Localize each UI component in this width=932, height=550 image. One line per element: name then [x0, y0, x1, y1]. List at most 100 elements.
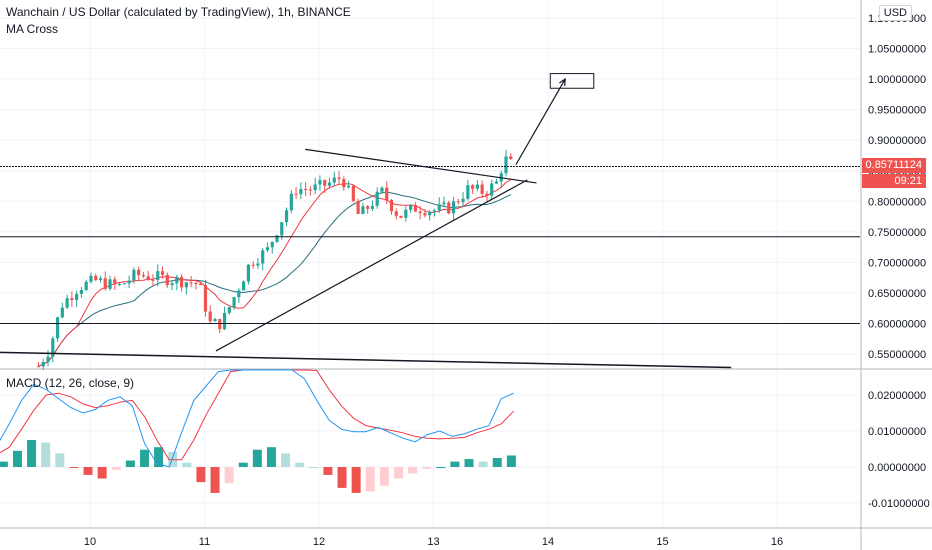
time-axis-tick-label: 10 [84, 536, 96, 548]
macd-indicator-label[interactable]: MACD (12, 26, close, 9) [6, 376, 135, 390]
candle-body [471, 185, 475, 189]
macd-line [0, 369, 514, 468]
ma-fast-line [38, 179, 512, 367]
candle-body [184, 282, 188, 288]
candle-body [213, 319, 217, 322]
candle-body [423, 213, 427, 216]
candle-body [284, 210, 289, 223]
time-axis-tick-label: 12 [313, 536, 325, 548]
macd-histogram-bar [379, 467, 389, 486]
macd-axis-tick-label: 0.01000000 [868, 426, 926, 438]
candle-body [122, 283, 126, 285]
candle-body [160, 271, 165, 275]
candle-body [65, 298, 69, 308]
candle-body [327, 182, 332, 186]
candle-body [194, 282, 198, 284]
candle-body [399, 215, 403, 218]
candle-body [356, 200, 360, 214]
candle-body [409, 205, 413, 210]
candle-body [361, 206, 365, 214]
macd-histogram-bar [365, 467, 375, 492]
candle-body [313, 184, 317, 191]
candle-body [170, 283, 174, 286]
candle-body [451, 201, 456, 214]
macd-histogram-bar [154, 447, 164, 467]
candle-body [394, 211, 398, 216]
candle-body [485, 193, 489, 196]
candle-body [203, 285, 208, 312]
candle-body [132, 269, 136, 281]
macd-histogram-bar [337, 467, 347, 488]
macd-histogram-bar [55, 453, 65, 467]
candle-body [280, 222, 284, 236]
macd-histogram-bar [492, 458, 502, 467]
macd-axis-tick-label: 0.02000000 [868, 390, 926, 402]
candle-body [294, 193, 298, 195]
candle-body [289, 193, 293, 211]
time-axis-tick-label: 16 [771, 536, 783, 548]
candle-body [165, 274, 169, 286]
macd-histogram-bar [210, 467, 220, 493]
macd-histogram-bar [196, 467, 206, 483]
candle-body [246, 264, 250, 282]
support-trendline [215, 179, 528, 352]
macd-histogram-bar [125, 460, 135, 467]
candle-body [380, 187, 384, 192]
candle-body [418, 211, 422, 214]
candle-body [447, 202, 451, 214]
candle-body [370, 205, 375, 209]
macd-histogram-bar [464, 459, 474, 467]
macd-histogram-bar [478, 461, 488, 467]
macd-histogram-bar [266, 447, 276, 467]
candle-body [342, 179, 346, 188]
macd-histogram-bar [224, 467, 234, 484]
candle-body [308, 189, 313, 191]
macd-histogram-bar [436, 467, 446, 468]
candle-body [337, 177, 341, 180]
price-axis-tick-label: 0.65000000 [868, 288, 926, 300]
macd-histogram-bar [295, 462, 305, 467]
candle-body [318, 180, 322, 185]
macd-histogram-bar [323, 467, 333, 475]
candle-body [141, 275, 146, 277]
currency-button[interactable]: USD [878, 5, 912, 21]
candle-body [227, 307, 231, 313]
candle-body [89, 275, 93, 282]
candle-body [218, 319, 222, 330]
candle-body [323, 180, 327, 186]
candle-body [265, 247, 270, 251]
candle-body [199, 283, 203, 286]
ma-slow-line [38, 191, 512, 367]
macd-histogram-bar [69, 467, 79, 468]
candle-body [55, 317, 60, 339]
candle-body [41, 362, 45, 367]
last-price-label: 0.85711124 [862, 158, 926, 173]
time-axis-tick-label: 14 [542, 536, 554, 548]
macd-histogram-bar [351, 467, 361, 493]
candle-body [261, 250, 265, 264]
candle-body [332, 177, 336, 183]
time-axis-tick-label: 15 [656, 536, 668, 548]
time-axis-tick-label: 11 [199, 536, 210, 548]
price-axis-tick-label: 0.90000000 [868, 135, 926, 147]
candle-body [137, 269, 141, 276]
macd-histogram-bar [281, 453, 291, 467]
long-trendline [0, 351, 732, 369]
macd-histogram-bar [408, 467, 418, 474]
candle-body [504, 156, 508, 174]
price-axis-tick-label: 0.70000000 [868, 257, 926, 269]
candle-body [98, 278, 103, 281]
ma-cross-indicator-label[interactable]: MA Cross [6, 22, 59, 36]
candle-body [84, 281, 88, 290]
candle-body [222, 312, 227, 330]
candle-body [113, 279, 117, 285]
candle-body [237, 290, 241, 298]
candle-body [270, 241, 274, 248]
macd-histogram-bar [12, 450, 22, 467]
candle-body [242, 281, 246, 291]
candle-body [346, 185, 351, 188]
macd-histogram-bar [393, 467, 403, 479]
candle-body [304, 189, 308, 191]
candle-body [385, 187, 389, 201]
